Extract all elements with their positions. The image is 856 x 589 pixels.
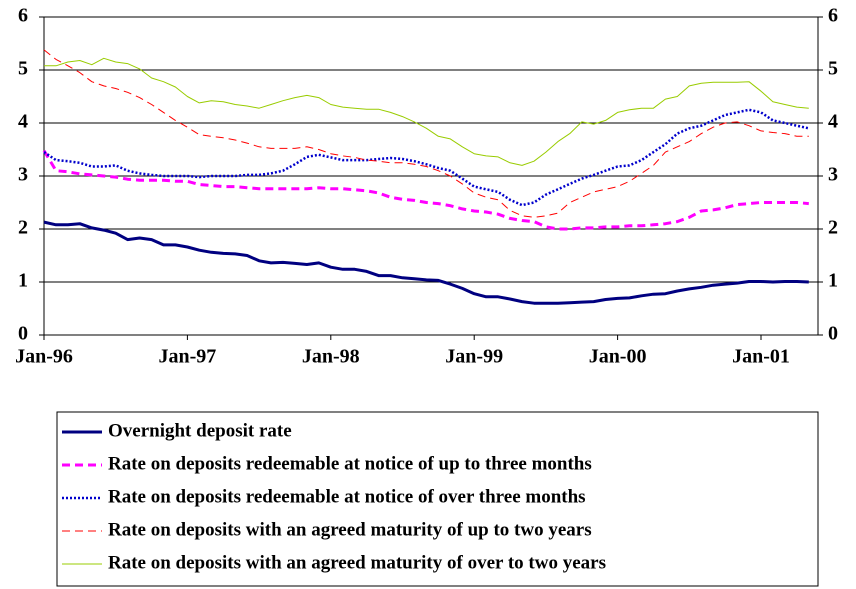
legend-label: Overnight deposit rate bbox=[108, 420, 292, 441]
y-tick-label: 1 bbox=[18, 270, 28, 292]
y-tick-label: 0 bbox=[18, 323, 28, 345]
y2-tick-label: 1 bbox=[828, 270, 838, 292]
y-tick-label: 3 bbox=[18, 164, 28, 186]
y-tick-label: 2 bbox=[18, 217, 28, 239]
x-tick-label: Jan-00 bbox=[589, 346, 647, 368]
y-tick-label: 5 bbox=[18, 58, 28, 80]
series-line bbox=[43, 108, 810, 207]
series-line bbox=[43, 49, 809, 218]
y2-tick-label: 5 bbox=[828, 58, 838, 80]
y2-tick-label: 3 bbox=[828, 164, 838, 186]
y2-tick-label: 0 bbox=[828, 323, 838, 345]
legend-label: Rate on deposits with an agreed maturity… bbox=[108, 519, 592, 540]
series-line bbox=[42, 149, 809, 231]
y-tick-label: 6 bbox=[18, 5, 28, 27]
legend-label: Rate on deposits with an agreed maturity… bbox=[108, 552, 606, 573]
legend-label: Rate on deposits redeemable at notice of… bbox=[108, 453, 592, 474]
series-line bbox=[43, 220, 809, 305]
legend-box bbox=[56, 411, 819, 587]
legend-label: Rate on deposits redeemable at notice of… bbox=[108, 486, 586, 507]
y2-tick-label: 4 bbox=[828, 111, 838, 133]
x-tick-label: Jan-97 bbox=[159, 346, 217, 368]
x-tick-label: Jan-01 bbox=[732, 346, 790, 368]
series-line bbox=[44, 57, 809, 166]
y-tick-label: 4 bbox=[18, 111, 28, 133]
x-tick-label: Jan-99 bbox=[445, 346, 503, 368]
y2-tick-label: 6 bbox=[828, 5, 838, 27]
x-tick-label: Jan-96 bbox=[15, 346, 73, 368]
x-tick-label: Jan-98 bbox=[302, 346, 360, 368]
y2-tick-label: 2 bbox=[828, 217, 838, 239]
